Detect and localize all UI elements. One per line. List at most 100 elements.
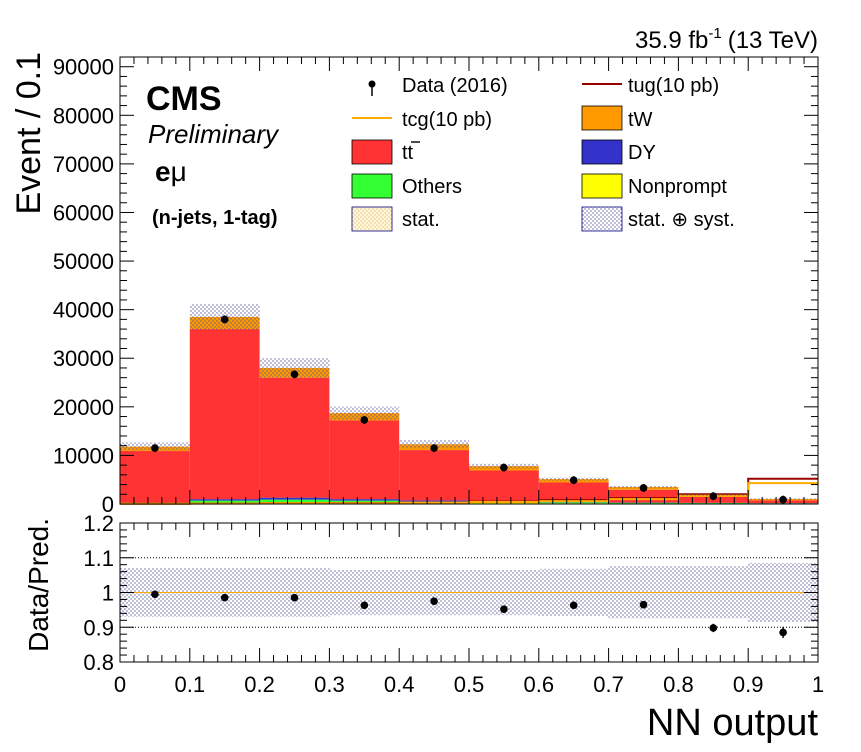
ratio-point-5 <box>500 605 508 613</box>
ratio-ytick-label: 1.1 <box>83 546 114 571</box>
top-stack-bars <box>120 316 818 504</box>
channel-e: e <box>155 156 171 187</box>
lumi-exponent: -1 <box>708 25 721 42</box>
top-y-axis-title: Event / 0.1 <box>10 52 48 215</box>
bar-dy-3 <box>329 499 400 501</box>
legend-tt-swatch <box>351 139 393 165</box>
ratio-ytick-label: 1 <box>102 581 114 606</box>
x-tick-label: 0.4 <box>384 672 415 697</box>
channel-mu: μ <box>171 156 187 187</box>
bar-tt-5 <box>469 470 539 502</box>
top-ytick-label: 10000 <box>53 443 114 468</box>
bar-dy-4 <box>399 500 469 502</box>
x-tick-label: 0.8 <box>663 672 694 697</box>
legend-tcg-label: tcg(10 pb) <box>402 109 492 131</box>
ratio-point-4 <box>430 597 438 605</box>
data-point-3 <box>360 416 369 424</box>
legend-nonprompt-label: Nonprompt <box>628 176 727 198</box>
bar-tt-1 <box>189 329 260 500</box>
data-point-7 <box>639 484 648 492</box>
bar-others-3 <box>329 500 400 503</box>
legend-data-label: Data (2016) <box>402 75 508 97</box>
channel-label: eμ <box>155 156 187 187</box>
ratio-ytick-label: 0.8 <box>83 650 114 675</box>
top-ytick-label: 0 <box>102 492 114 517</box>
x-tick-label: 0.3 <box>314 672 345 697</box>
x-tick-label: 1 <box>812 672 824 697</box>
bar-dy-2 <box>259 497 330 500</box>
data-point-0 <box>151 444 159 452</box>
ratio-point-1 <box>220 593 229 602</box>
x-axis-title: NN output <box>647 702 819 744</box>
x-tick-label: 0.6 <box>524 672 555 697</box>
bar-others-8 <box>678 503 749 504</box>
unc-band-2 <box>259 358 330 378</box>
ratio-point-8 <box>709 624 718 632</box>
x-tick-label: 0.2 <box>244 672 275 697</box>
legend-stat-swatch <box>351 206 393 232</box>
preliminary-label: Preliminary <box>148 119 280 149</box>
legend-tug-label: tug(10 pb) <box>628 75 719 97</box>
bar-tt-0 <box>120 451 190 503</box>
legend-data-marker <box>368 80 376 88</box>
top-ytick-label: 90000 <box>53 55 114 80</box>
unc-band-3 <box>329 406 400 420</box>
bar-tt-2 <box>259 377 330 498</box>
ratio-point-3 <box>360 601 369 610</box>
ratio-point-9 <box>779 628 787 637</box>
legend-statsyst-label: stat. ⊕ syst. <box>628 209 735 231</box>
legend-statsyst-swatch <box>581 206 623 232</box>
legend-dy-swatch <box>581 139 623 165</box>
bar-tt-4 <box>399 450 469 501</box>
legend-tw-swatch <box>581 105 623 131</box>
legend-stat-label: stat. <box>402 209 440 231</box>
legend-tt-label: tt <box>402 142 414 164</box>
legend-others-label: Others <box>402 176 462 198</box>
ratio-point-6 <box>569 601 578 610</box>
top-ytick-label: 20000 <box>53 395 114 420</box>
ratio-y-axis-title: Data/Pred. <box>23 518 54 652</box>
bar-others-6 <box>538 502 609 504</box>
data-point-1 <box>220 315 229 324</box>
lumi-label: 35.9 fb-1 (13 TeV) <box>635 25 818 54</box>
bar-tt-3 <box>329 420 400 500</box>
top-axes: 0 10000 20000 30000 40000 50000 60000 70000 8000… <box>53 55 819 517</box>
legend: Data (2016) tug(10 pb) tcg(10 pb) tW tt … <box>351 75 735 232</box>
ratio-point-7 <box>639 600 648 609</box>
energy-label: (13 TeV) <box>728 27 818 54</box>
x-tick-label: 0.9 <box>733 672 764 697</box>
ratio-ytick-label: 0.9 <box>83 615 114 640</box>
bar-others-2 <box>259 499 330 503</box>
data-point-5 <box>500 463 508 472</box>
bar-dy-1 <box>189 499 260 501</box>
top-ytick-label: 30000 <box>53 346 114 371</box>
legend-nonprompt-swatch <box>581 173 623 199</box>
bar-others-1 <box>189 500 260 503</box>
legend-others-swatch <box>351 173 393 199</box>
ratio-data-points <box>151 590 787 639</box>
top-ytick-label: 80000 <box>53 103 114 128</box>
top-data-points <box>151 315 787 504</box>
ratio-gridlines <box>120 557 818 628</box>
lumi-value: 35.9 fb <box>635 27 708 54</box>
data-point-4 <box>430 444 438 452</box>
legend-tw-label: tW <box>628 109 653 131</box>
data-point-2 <box>290 370 299 379</box>
ratio-point-0 <box>151 590 159 599</box>
ratio-axes: 0.8 0.9 1 1.1 1.2 0 0.1 0.2 0.3 0.4 0.5 0.6 0.7 0.8 0.… <box>83 511 824 697</box>
x-tick-label: 0.1 <box>175 672 206 697</box>
ratio-ytick-label: 1.2 <box>83 511 114 536</box>
x-tick-label: 0 <box>114 672 126 697</box>
bar-tt-6 <box>538 482 609 502</box>
x-tick-label: 0.5 <box>454 672 485 697</box>
data-point-8 <box>709 492 718 501</box>
legend-dy-label: DY <box>628 142 656 164</box>
category-label: (n-jets, 1-tag) <box>152 207 278 229</box>
x-tick-label: 0.7 <box>593 672 624 697</box>
bar-others-7 <box>608 502 679 504</box>
top-ytick-label: 70000 <box>53 152 114 177</box>
top-ytick-label: 60000 <box>53 200 114 225</box>
data-point-9 <box>779 495 787 504</box>
ratio-point-2 <box>290 593 299 602</box>
